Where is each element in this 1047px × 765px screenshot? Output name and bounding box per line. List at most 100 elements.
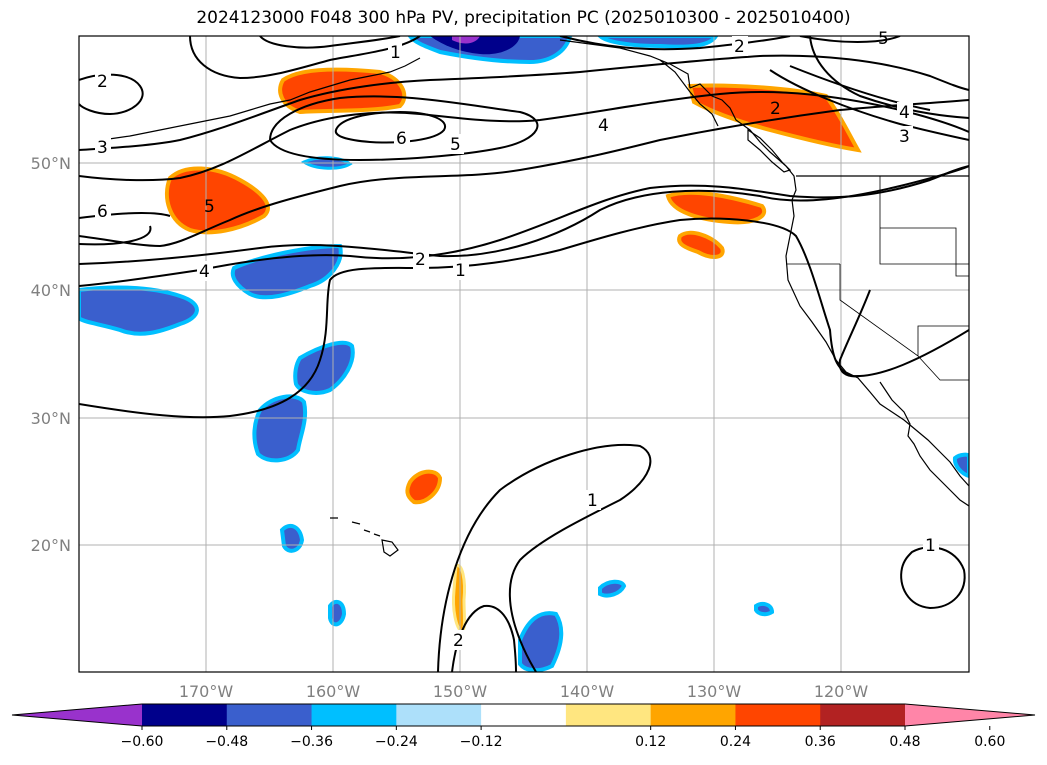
pv-contour xyxy=(437,444,652,672)
contour-label: 4 xyxy=(598,116,609,136)
contour-label: 1 xyxy=(925,536,936,556)
pv-contour xyxy=(334,110,447,144)
lat-label-30n: 30°N xyxy=(31,409,71,428)
colorbar-tick-label: −0.24 xyxy=(375,734,418,750)
lon-label-130w: 130°W xyxy=(687,682,742,701)
precip-positive-area xyxy=(452,563,466,634)
colorbar-tick-label: −0.48 xyxy=(205,734,248,750)
colorbar-segment xyxy=(481,704,567,726)
contour-label: 2 xyxy=(453,631,464,651)
colorbar-segment xyxy=(226,704,313,726)
colorbar-tick-label: 0.48 xyxy=(889,734,920,750)
colorbar-extend-high xyxy=(905,704,1035,726)
precip-positive-area xyxy=(405,469,443,505)
pv-contour xyxy=(809,36,969,119)
precip-positive-area xyxy=(677,230,725,259)
precip-negative-area xyxy=(328,599,347,627)
pv-contour xyxy=(79,54,969,151)
precip-negative-area xyxy=(952,452,969,479)
colorbar-segment xyxy=(820,704,906,726)
contour-label: 2 xyxy=(734,37,745,57)
aleutian-chain xyxy=(101,57,421,141)
colorbar-segment xyxy=(650,704,736,726)
lon-label-120w: 120°W xyxy=(814,682,869,701)
contour-labels: 1 2 5 2 2 4 3 4 6 5 3 5 6 2 1 4 1 1 2 xyxy=(95,29,939,651)
colorbar: −0.60 −0.48 −0.36 −0.24 −0.12 0.12 0.24 0.36 0.4… xyxy=(11,703,1036,750)
contour-label: 3 xyxy=(899,127,910,147)
contour-label: 2 xyxy=(97,72,108,92)
colorbar-segment xyxy=(396,704,482,726)
vancouver-island xyxy=(747,128,792,173)
map-frame xyxy=(78,35,970,673)
lon-label-170w: 170°W xyxy=(179,682,234,701)
contour-label: 4 xyxy=(199,262,210,282)
precip-negative-area xyxy=(79,285,199,336)
colorbar-segment xyxy=(565,704,652,726)
precip-strong-negative-area xyxy=(430,36,520,55)
lon-label-150w: 150°W xyxy=(433,682,488,701)
pv-contour xyxy=(559,36,791,51)
contour-label: 3 xyxy=(97,138,108,158)
precip-negative-area xyxy=(279,523,305,553)
colorbar-extend-low xyxy=(12,704,142,726)
graticule xyxy=(79,36,969,672)
pv-contour xyxy=(268,95,539,162)
lon-label-160w: 160°W xyxy=(306,682,361,701)
alaska-coast xyxy=(559,39,691,89)
us-state-lines xyxy=(786,176,969,381)
pv-contour xyxy=(79,165,969,265)
pv-contour xyxy=(79,73,144,116)
contour-label: 2 xyxy=(415,250,426,270)
precip-negative-area xyxy=(754,602,775,617)
pv-contours xyxy=(79,36,969,672)
pv-contour xyxy=(79,99,969,248)
precip-negative-area xyxy=(518,611,564,672)
lat-label-20n: 20°N xyxy=(31,536,71,555)
pv-contour xyxy=(259,36,401,49)
baja-coast xyxy=(879,381,969,507)
precip-positive-area xyxy=(164,166,270,235)
contour-label: 6 xyxy=(97,202,108,222)
pv-contour xyxy=(799,36,901,43)
pv-contour xyxy=(900,546,966,610)
colorbar-tick-label: 0.36 xyxy=(805,734,836,750)
contour-label: 1 xyxy=(390,43,401,63)
colorbar-tick-label: 0.60 xyxy=(974,734,1005,750)
lat-label-40n: 40°N xyxy=(31,281,71,300)
colorbar-segment xyxy=(311,704,397,726)
map-panel xyxy=(78,35,970,673)
map-title: 2024123000 F048 300 hPa PV, precipitatio… xyxy=(196,8,851,28)
precip-negative-area xyxy=(598,579,627,598)
contour-label: 1 xyxy=(455,261,466,281)
longitude-labels: 170°W 160°W 150°W 140°W 130°W 120°W xyxy=(179,682,869,701)
colorbar-tick-label: 0.12 xyxy=(635,734,666,750)
precip-negative-area xyxy=(252,394,308,463)
southeast-alaska xyxy=(659,59,719,127)
contour-label: 4 xyxy=(899,103,910,123)
latitude-labels: 50°N 40°N 30°N 20°N xyxy=(31,154,71,555)
contour-label: 5 xyxy=(878,29,889,49)
colorbar-segments xyxy=(11,703,1036,727)
hawaii-islands xyxy=(330,517,381,537)
lat-label-50n: 50°N xyxy=(31,154,71,173)
precip-extreme-negative-area xyxy=(452,36,480,44)
contour-label: 5 xyxy=(204,197,215,217)
pv-contour xyxy=(79,217,969,419)
precip-negative-area xyxy=(230,243,343,300)
colorbar-tick-label: 0.24 xyxy=(720,734,751,750)
lon-label-140w: 140°W xyxy=(560,682,615,701)
coastlines xyxy=(101,39,969,557)
pv-contour xyxy=(838,289,871,378)
contour-label: 2 xyxy=(770,99,781,119)
precip-positive-area xyxy=(665,190,766,225)
precip-negative-area xyxy=(597,36,719,49)
colorbar-tick-label: −0.36 xyxy=(290,734,333,750)
pv-contour xyxy=(189,36,421,80)
pv-contour xyxy=(79,90,969,182)
colorbar-segment xyxy=(735,704,821,726)
precip-fields xyxy=(79,36,969,672)
contour-label: 5 xyxy=(450,135,461,155)
contour-label: 6 xyxy=(396,129,407,149)
colorbar-tick-label: −0.60 xyxy=(121,734,164,750)
